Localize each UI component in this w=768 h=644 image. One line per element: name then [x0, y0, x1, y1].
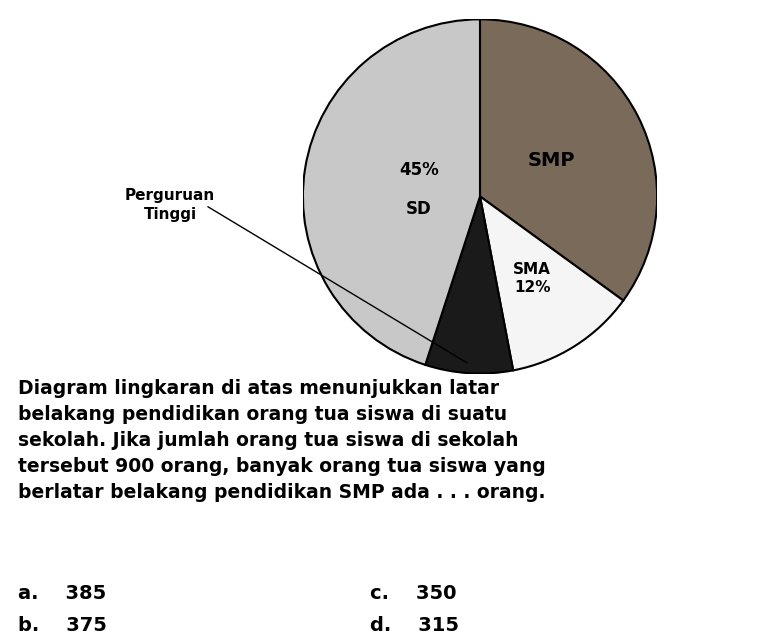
Text: Diagram lingkaran di atas menunjukkan latar: Diagram lingkaran di atas menunjukkan la… — [18, 379, 499, 397]
Text: Perguruan
Tinggi: Perguruan Tinggi — [125, 189, 215, 222]
Text: sekolah. Jika jumlah orang tua siswa di sekolah: sekolah. Jika jumlah orang tua siswa di … — [18, 431, 518, 450]
Text: b.    375: b. 375 — [18, 616, 107, 635]
Wedge shape — [303, 19, 480, 365]
Text: a.    385: a. 385 — [18, 584, 106, 603]
Text: belakang pendidikan orang tua siswa di suatu: belakang pendidikan orang tua siswa di s… — [18, 404, 507, 424]
Text: berlatar belakang pendidikan SMP ada . . . orang.: berlatar belakang pendidikan SMP ada . .… — [18, 483, 545, 502]
Text: SD: SD — [406, 200, 432, 218]
Text: SMP: SMP — [528, 151, 574, 170]
Wedge shape — [425, 196, 513, 374]
Text: d.    315: d. 315 — [370, 616, 459, 635]
Text: 45%: 45% — [399, 161, 439, 179]
Text: c.    350: c. 350 — [370, 584, 456, 603]
Wedge shape — [480, 19, 657, 301]
Text: tersebut 900 orang, banyak orang tua siswa yang: tersebut 900 orang, banyak orang tua sis… — [18, 457, 546, 476]
Wedge shape — [480, 196, 624, 370]
Text: SMA
12%: SMA 12% — [513, 262, 551, 296]
